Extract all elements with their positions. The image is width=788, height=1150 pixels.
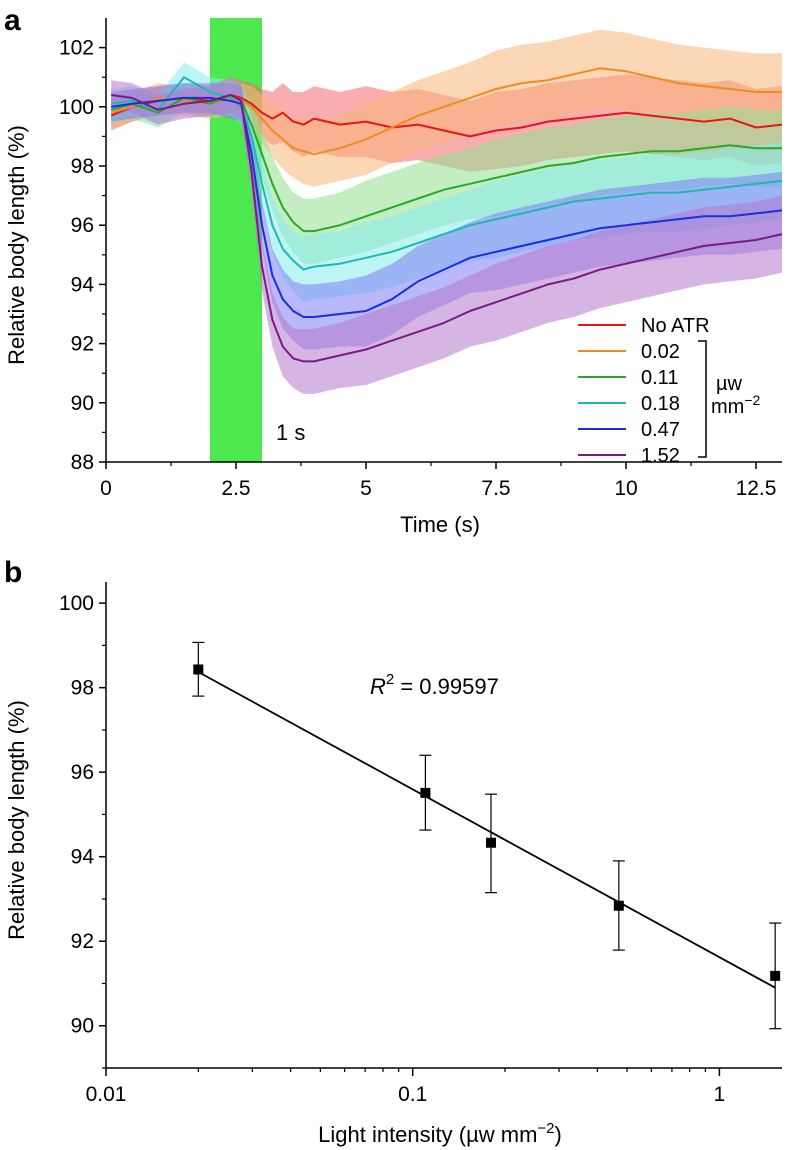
line-series-3: [111, 76, 783, 271]
data-point: [420, 787, 431, 798]
legend-entry-label: 0.18: [641, 393, 680, 415]
y-ticks-b: 90 92 94 96 98 100: [59, 592, 106, 1069]
fit-line: [197, 671, 776, 989]
y-tick-label: 90: [71, 1015, 94, 1038]
r-squared-annotation: R2 = 0.99597: [370, 671, 499, 699]
x-ticks-b: 0.01 0.1 1: [86, 1068, 726, 1106]
panel-b-label: b: [4, 556, 22, 589]
x-tick-label: 1: [714, 1083, 726, 1106]
legend-entry-label: No ATR: [641, 315, 710, 337]
x-tick-label: 0.1: [398, 1083, 427, 1106]
line-series-4: [111, 96, 783, 318]
y-axis-title-a: Relative body length (%): [4, 125, 29, 365]
legend-entry-label: 1.52: [641, 445, 680, 467]
y-tick-label: 100: [59, 96, 94, 119]
x-tick-label: 12.5: [736, 477, 777, 500]
legend-entry-label: 0.47: [641, 419, 680, 441]
x-axis-title-a: Time (s): [400, 512, 480, 537]
series-lines: [110, 67, 783, 363]
legend: No ATR 0.02 0.11 0.18 0.47 1.52: [578, 315, 710, 467]
y-tick-label: 100: [59, 592, 94, 615]
y-tick-label: 90: [71, 392, 94, 415]
y-tick-label: 96: [71, 214, 94, 237]
data-point: [193, 664, 204, 675]
y-tick-label: 102: [59, 37, 94, 60]
y-axis-title-b: Relative body length (%): [4, 700, 29, 940]
panel-b: b 0.01 0.1 1 90 92 94 96 98 100 R2 = 0.99597 Li…: [4, 556, 782, 1147]
stimulus-duration-label: 1 s: [276, 420, 305, 445]
legend-unit-line1: µw: [716, 373, 743, 395]
y-tick-label: 94: [71, 846, 95, 869]
x-ticks-a: 0 2.5 5 7.5 10 12.5: [100, 462, 776, 500]
legend-unit-line2: mm−2: [711, 392, 761, 418]
x-tick-label: 10: [614, 477, 637, 500]
data-point: [613, 900, 624, 911]
data-point: [770, 970, 781, 981]
band-series-4: [111, 83, 782, 350]
data-point: [485, 837, 496, 848]
band-series-5: [111, 77, 782, 394]
axis-lines-b: [105, 582, 782, 1069]
x-axis-title-b: Light intensity (µw mm−2): [318, 1120, 562, 1147]
y-tick-label: 96: [71, 761, 94, 784]
y-tick-label: 98: [71, 677, 94, 700]
x-tick-label: 7.5: [481, 477, 510, 500]
y-tick-label: 92: [71, 333, 94, 356]
y-ticks-a: 88 90 92 94 96 98 100 102: [59, 37, 106, 474]
y-tick-label: 98: [71, 155, 94, 178]
x-tick-label: 2.5: [221, 477, 250, 500]
x-tick-label: 5: [360, 477, 372, 500]
panel-a-label: a: [4, 4, 21, 37]
legend-bracket: [698, 340, 707, 458]
line-series-5: [111, 94, 783, 363]
x-tick-label: 0.01: [86, 1083, 127, 1106]
legend-entry-label: 0.11: [641, 367, 678, 389]
legend-entry-label: 0.02: [641, 341, 680, 363]
y-tick-label: 92: [71, 930, 94, 953]
y-tick-label: 94: [71, 273, 95, 296]
y-tick-label: 88: [71, 451, 94, 474]
data-points: [192, 641, 782, 1030]
x-tick-label: 0: [100, 477, 112, 500]
